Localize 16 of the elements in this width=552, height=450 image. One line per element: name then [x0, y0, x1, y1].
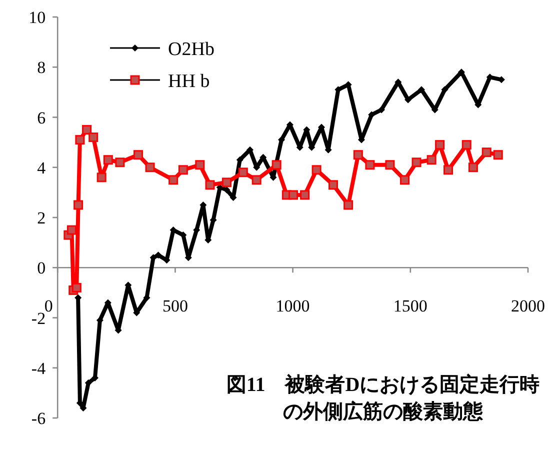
y-tick-label: -2 [31, 308, 46, 328]
y-tick-label: -6 [31, 409, 46, 428]
text: 図11 被験者Dにおける固定走行時の外側広筋の酸素動態 [226, 373, 540, 423]
y-tick-label: 8 [37, 58, 46, 78]
y-tick-label: 10 [28, 8, 46, 27]
x-tick-label: 1000 [276, 296, 310, 316]
y-tick-label: 2 [37, 208, 46, 228]
x-tick-label: 2000 [511, 296, 545, 316]
y-tick-label: 6 [37, 108, 46, 128]
legend-label: HH b [168, 71, 210, 92]
x-tick-label: 500 [162, 296, 188, 316]
y-tick-label: 0 [37, 258, 46, 278]
y-tick-label: 4 [37, 158, 46, 178]
y-tick-label: -4 [31, 358, 46, 378]
legend-label: O2Hb [168, 39, 214, 60]
x-tick-label: 1500 [393, 296, 428, 316]
